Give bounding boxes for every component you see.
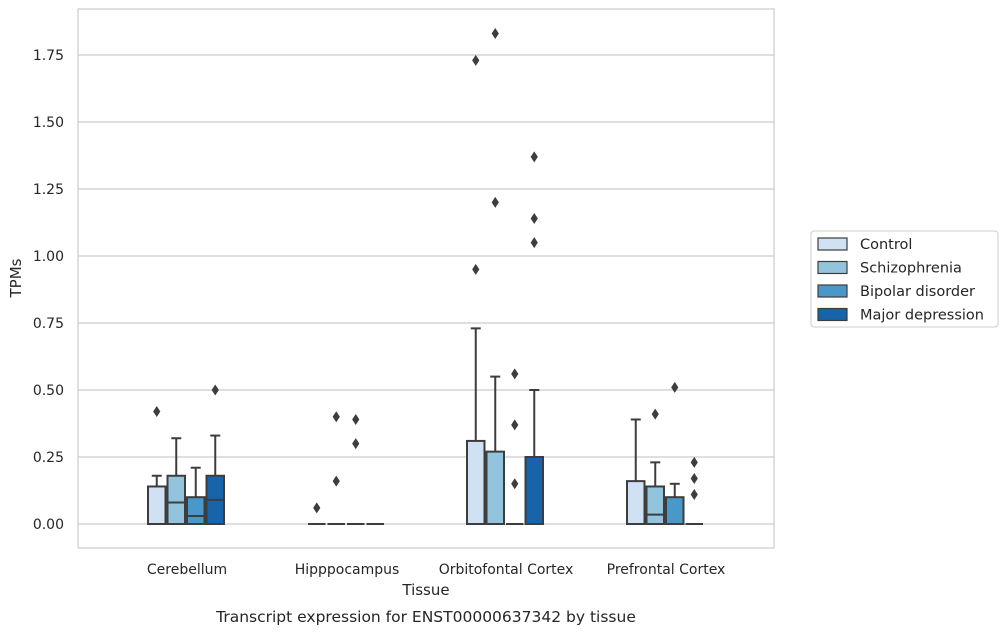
legend-label-3: Major depression	[860, 308, 984, 324]
box-body	[524, 456, 544, 525]
outlier-0	[352, 438, 360, 450]
outlier-1	[530, 212, 538, 224]
outlier-0	[651, 408, 659, 420]
figure-caption: Transcript expression for ENST0000063734…	[215, 608, 636, 626]
outlier-0	[472, 263, 480, 275]
y-tick-labels: 0.00 0.25 0.50 0.75 1.00 1.25 1.50 1.75	[33, 48, 64, 533]
y-tick-label-4: 1.00	[33, 249, 64, 265]
outlier-0	[690, 489, 698, 501]
x-axis-label: Tissue	[401, 581, 449, 599]
y-tick-label-2: 0.50	[33, 383, 64, 399]
series-schizophrenia	[166, 28, 665, 526]
x-tick-label-1: Hipppocampus	[295, 562, 400, 578]
box-2-0	[186, 466, 206, 526]
outlier-2	[511, 368, 519, 380]
box-0-0	[147, 405, 167, 526]
outlier-1	[352, 413, 360, 425]
outlier-1	[491, 28, 499, 40]
box-1-1	[327, 411, 345, 525]
x-tick-label-3: Prefrontal Cortex	[607, 562, 726, 578]
legend: Control Schizophrenia Bipolar disorder Majo…	[810, 230, 999, 328]
legend-swatch-0	[817, 237, 848, 251]
outlier-0	[671, 381, 679, 393]
outlier-0	[530, 237, 538, 249]
outlier-0	[511, 478, 519, 490]
box-1-0	[166, 437, 186, 526]
box-3-0	[205, 384, 225, 526]
legend-swatch-1	[817, 260, 848, 275]
outlier-1	[472, 54, 480, 66]
x-tick-labels: Cerebellum Hipppocampus Orbitofontal Corte…	[147, 562, 725, 578]
x-tick-label-0: Cerebellum	[147, 562, 227, 578]
outlier-0	[332, 475, 340, 487]
box-2-3	[665, 381, 685, 526]
plot-area	[77, 8, 775, 549]
box-2-2	[506, 368, 524, 525]
outlier-0	[313, 502, 321, 514]
box-body	[186, 496, 206, 526]
box-3-2	[524, 151, 544, 525]
box-1-2	[485, 28, 505, 526]
box-series	[147, 28, 703, 526]
box-body	[665, 496, 685, 526]
outlier-0	[153, 405, 161, 417]
legend-frame	[810, 230, 999, 328]
gridlines	[78, 54, 774, 525]
outlier-1	[332, 411, 340, 423]
box-body	[626, 480, 646, 525]
y-tick-label-5: 1.25	[33, 182, 64, 198]
outlier-1	[690, 472, 698, 484]
outlier-2	[690, 456, 698, 468]
outlier-0	[211, 384, 219, 396]
box-3-3	[685, 456, 703, 525]
legend-swatch-3	[817, 307, 848, 322]
legend-label-2: Bipolar disorder	[860, 284, 975, 300]
x-tick-label-2: Orbitofontal Cortex	[439, 562, 574, 578]
y-tick-label-6: 1.50	[33, 115, 64, 131]
box-body	[466, 439, 486, 526]
box-0-2	[466, 54, 486, 526]
box-0-3	[626, 418, 646, 525]
outlier-2	[530, 151, 538, 163]
y-tick-label-1: 0.25	[33, 450, 64, 466]
box-0-1	[308, 502, 326, 525]
series-bipolar-disorder	[186, 368, 685, 526]
box-body	[645, 485, 665, 526]
legend-label-1: Schizophrenia	[860, 261, 962, 277]
box-2-1	[347, 413, 365, 525]
box-body	[485, 450, 505, 526]
outlier-0	[491, 196, 499, 208]
box-1-3	[645, 408, 665, 526]
box-body	[166, 474, 186, 526]
box-body	[147, 485, 167, 526]
y-tick-label-3: 0.75	[33, 316, 64, 332]
series-major-depression	[205, 151, 703, 526]
legend-items: Control Schizophrenia Bipolar disorder Majo…	[817, 237, 984, 324]
y-axis-label: TPMs	[7, 258, 25, 298]
y-tick-label-0: 0.00	[33, 517, 64, 533]
series-control	[147, 54, 646, 526]
legend-swatch-2	[817, 284, 848, 298]
legend-label-0: Control	[860, 237, 912, 253]
outlier-1	[511, 419, 519, 431]
y-tick-label-7: 1.75	[33, 48, 64, 64]
